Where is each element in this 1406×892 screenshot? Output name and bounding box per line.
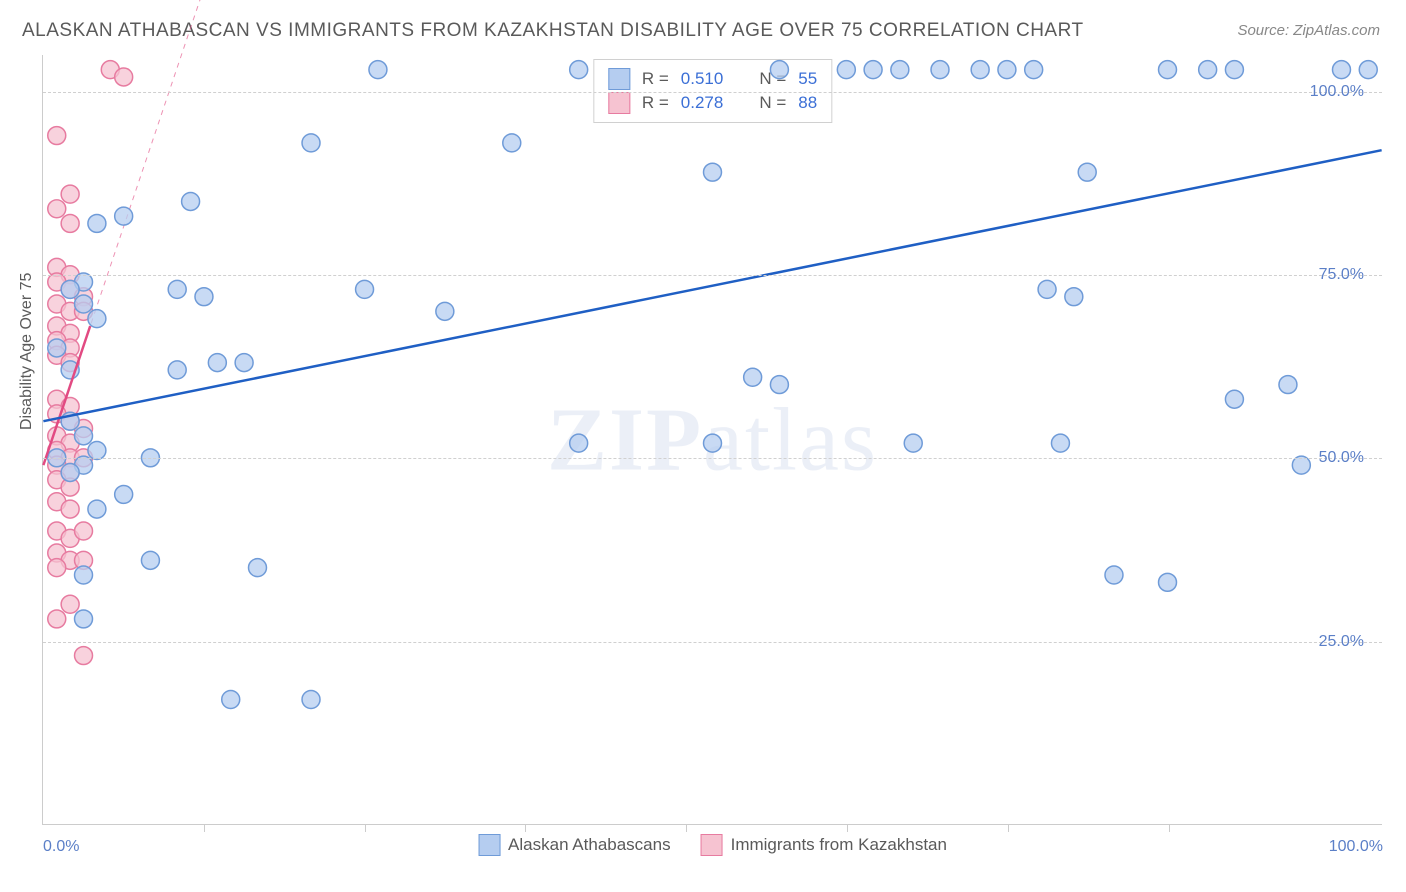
chart-title: ALASKAN ATHABASCAN VS IMMIGRANTS FROM KA…: [22, 20, 1084, 42]
gridline: [43, 642, 1382, 643]
legend-swatch-blue-icon: [478, 834, 500, 856]
y-tick-label: 25.0%: [1319, 633, 1364, 651]
y-tick-label: 75.0%: [1319, 266, 1364, 284]
x-tick: [365, 824, 366, 832]
gridline: [43, 92, 1382, 93]
legend-label: Alaskan Athabascans: [508, 835, 671, 855]
plot-area: ZIPatlas R = 0.510 N = 55 R = 0.278 N = …: [42, 55, 1382, 825]
y-tick-label: 100.0%: [1310, 83, 1364, 101]
x-tick: [204, 824, 205, 832]
chart-svg: [43, 55, 1382, 824]
y-axis-label: Disability Age Over 75: [18, 273, 36, 430]
gridline: [43, 275, 1382, 276]
x-tick-label: 0.0%: [43, 838, 79, 856]
x-tick: [1008, 824, 1009, 832]
x-tick: [686, 824, 687, 832]
x-tick: [847, 824, 848, 832]
gridline: [43, 458, 1382, 459]
x-tick: [525, 824, 526, 832]
legend-swatch-pink-icon: [701, 834, 723, 856]
legend-label: Immigrants from Kazakhstan: [731, 835, 947, 855]
legend-item: Alaskan Athabascans: [478, 834, 671, 856]
x-tick: [1169, 824, 1170, 832]
legend-item: Immigrants from Kazakhstan: [701, 834, 947, 856]
series-legend: Alaskan Athabascans Immigrants from Kaza…: [478, 834, 947, 856]
source-attribution: Source: ZipAtlas.com: [1237, 22, 1380, 39]
y-tick-label: 50.0%: [1319, 449, 1364, 467]
x-tick-label: 100.0%: [1329, 838, 1383, 856]
